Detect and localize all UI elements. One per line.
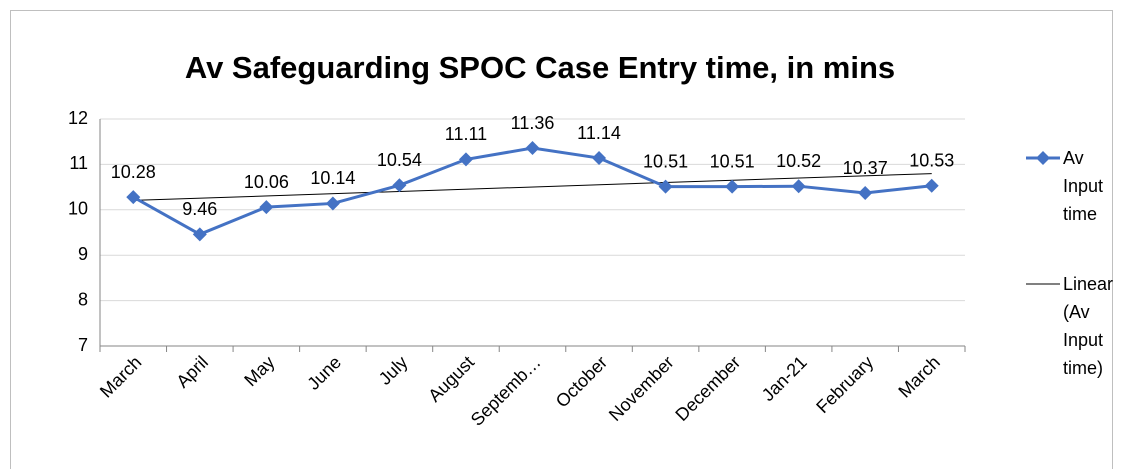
marker	[325, 196, 340, 211]
y-tick-label: 7	[78, 335, 88, 355]
data-label: 10.14	[310, 168, 355, 188]
data-label: 11.36	[511, 113, 555, 133]
marker	[392, 178, 407, 193]
y-tick-label: 10	[68, 199, 88, 219]
marker	[791, 179, 806, 194]
chart-title: Av Safeguarding SPOC Case Entry time, in…	[185, 50, 895, 85]
data-label: 10.53	[909, 150, 954, 170]
data-label: 9.46	[182, 199, 217, 219]
marker	[126, 190, 141, 205]
data-label: 10.06	[244, 172, 289, 192]
marker	[658, 179, 673, 194]
data-label: 10.51	[710, 151, 755, 171]
data-label: 10.28	[111, 162, 156, 182]
legend-label: Linear (Av Input time)	[1063, 274, 1114, 378]
marker	[592, 151, 607, 166]
y-tick-label: 9	[78, 244, 88, 264]
legend-marker	[1036, 151, 1050, 165]
chart-border	[10, 10, 1113, 469]
y-tick-label: 8	[78, 289, 88, 309]
data-label: 10.54	[377, 150, 422, 170]
data-label: 11.11	[445, 124, 487, 144]
legend-entry: Linear (Av Input time)	[1063, 274, 1114, 378]
data-label: 11.14	[577, 123, 621, 143]
marker	[458, 152, 473, 167]
marker	[525, 141, 540, 156]
marker	[725, 179, 740, 194]
marker	[924, 178, 939, 193]
y-tick-label: 12	[68, 108, 88, 128]
y-tick-label: 11	[69, 153, 88, 173]
legend-entry: Av Input time	[1063, 148, 1104, 224]
marker	[858, 186, 873, 201]
legend-label: Av Input time	[1063, 148, 1104, 224]
trendline	[133, 173, 932, 201]
data-label: 10.52	[776, 151, 821, 171]
data-label: 10.37	[843, 158, 888, 178]
marker	[259, 200, 274, 215]
marker	[192, 227, 207, 242]
data-label: 10.51	[643, 151, 688, 171]
